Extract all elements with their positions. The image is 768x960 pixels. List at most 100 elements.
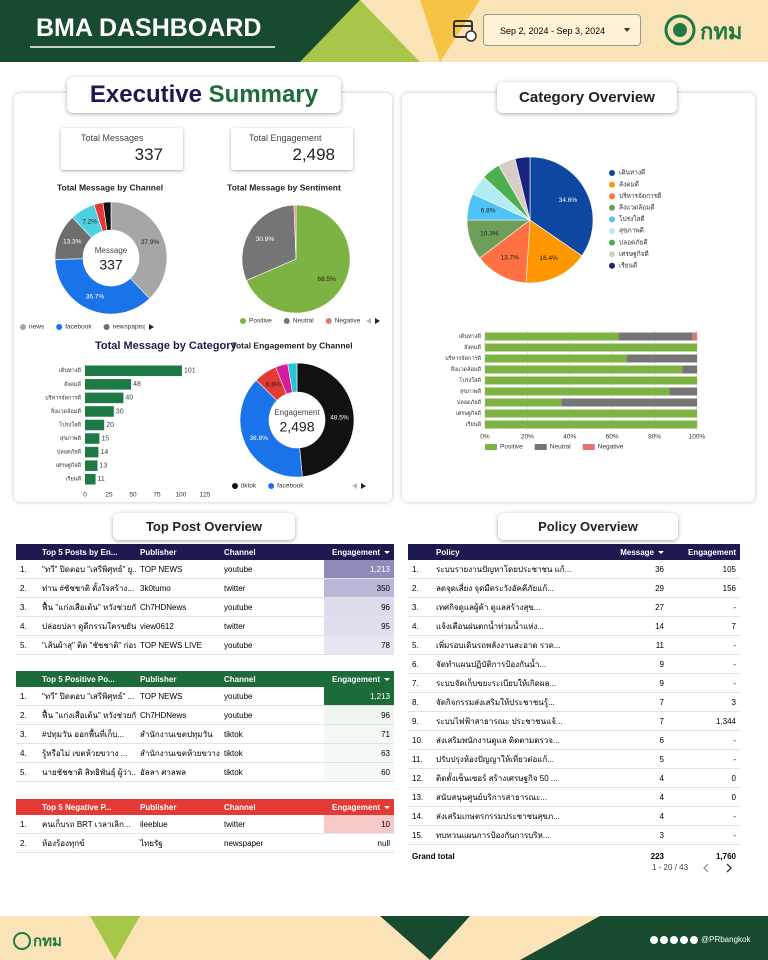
legend-swatch — [534, 444, 547, 450]
table-cell: 1. — [16, 815, 38, 834]
table-cell: TOP NEWS LIVE — [136, 635, 220, 655]
x-tick-label: 25 — [105, 492, 113, 499]
header-cell[interactable]: Engagement — [668, 544, 740, 560]
header-cell[interactable]: Top 5 Posts by En... — [38, 544, 136, 560]
table-row: 5. นายชัชชาติ สิทธิพันธุ์ ผู้ว่า... อัลลา … — [16, 762, 394, 782]
table-cell: TOP NEWS — [136, 560, 220, 579]
header-cell[interactable]: Engagement — [324, 799, 394, 815]
x-tick-label: 60% — [606, 434, 619, 441]
bar — [85, 365, 182, 377]
legend-swatch — [609, 262, 615, 269]
legend-swatch — [609, 193, 615, 200]
table-cell: 10. — [408, 730, 432, 750]
table-cell: ระบบรายงานปัญหาโดยประชาชน แก้... — [432, 560, 582, 579]
legend-swatch — [582, 444, 595, 450]
table-cell: 95 — [324, 616, 394, 636]
table-row: 2. ฟื้น "แก่งเสือเต้น" หวังช่วยกั... Ch7HD… — [16, 705, 394, 725]
table-cell: twitter — [220, 616, 324, 636]
table-cell: 11. — [408, 749, 432, 769]
donut-center-label: Message — [95, 246, 128, 255]
y-tick-label: ปลอดภัยดี — [57, 449, 82, 456]
table-cell: 4 — [582, 806, 668, 826]
table-cell: ส่งเสริมพนักงานดูแล ติดตามตรวจ... — [432, 730, 582, 750]
bar-label: 20 — [106, 422, 114, 429]
chart-title: Total Message by Channel — [57, 182, 163, 192]
table-cell: 3. — [16, 597, 38, 617]
legend-label: บริหารจัดการดี — [619, 192, 661, 200]
table-row: 1. "ทวี" ปิดตอบ "เสรีพิศุทธ์" ... TOP NEWS… — [16, 687, 394, 706]
legend-label: facebook — [65, 324, 92, 331]
header-cell[interactable]: Engagement — [324, 671, 394, 687]
legend-swatch — [609, 204, 615, 211]
table-cell: 0 — [668, 768, 740, 788]
header-cell[interactable]: Engagement — [324, 544, 394, 560]
table-cell: ห้องร้องทุกข์ — [38, 833, 136, 853]
header-label: Top 5 Negative P... — [42, 802, 112, 812]
table-cell: - — [668, 654, 740, 674]
slice-label: 34.6% — [559, 197, 578, 204]
table-cell: - — [668, 635, 740, 655]
slice-label: 36.7% — [86, 294, 105, 301]
header-cell[interactable]: Policy — [432, 544, 582, 560]
legend-label: สิ่งแวดล้อมดี — [619, 203, 655, 212]
header-cell[interactable]: Publisher — [136, 544, 220, 560]
legend-swatch — [609, 181, 615, 188]
header-cell[interactable]: Top 5 Positive Po... — [38, 671, 136, 687]
y-tick-label: เดินทางดี — [59, 367, 82, 374]
bar-label: 15 — [101, 435, 109, 442]
header-cell[interactable]: Top 5 Negative P... — [38, 799, 136, 815]
slice-label: 68.5% — [317, 276, 336, 283]
bar-segment — [485, 398, 562, 407]
x-tick-label: 80% — [648, 434, 661, 441]
table-cell: 5. — [408, 635, 432, 655]
table-cell: 12. — [408, 768, 432, 788]
table-row: 4.ปล่อยปลา ดูดีกรรมใครขยันแล...view0612t… — [16, 616, 394, 636]
header-label: Engagement — [332, 548, 390, 557]
table-row: 14. ส่งเสริมเกษตรกรรมประชาชนสุขภ... 4- — [408, 806, 740, 826]
table-cell: tiktok — [220, 743, 324, 763]
header-cell[interactable]: Channel — [220, 799, 324, 815]
table-cell: 96 — [324, 597, 394, 617]
table-cell: youtube — [220, 705, 324, 725]
table-row: 1. "ทวี" ปิดตอบ "เสรีพิศุทธ์" ยู... TOP NE… — [16, 560, 394, 579]
table-cell: 9 — [582, 673, 668, 693]
table-cell: tiktok — [220, 724, 324, 744]
slice-label: 30.9% — [256, 236, 275, 243]
header-cell[interactable]: Channel — [220, 544, 324, 560]
table-row: 1. คนเก็บรถ BRT เวลาเลิก... ileeblue twitte… — [16, 815, 394, 834]
header-cell[interactable]: Channel — [220, 671, 324, 687]
table-cell: ระบบจัดเก็บขยะระเบียบให้เกิดผล... — [432, 673, 582, 693]
data-table: Policy Message Engagement 1. ระบบรายงานปัญหา… — [408, 544, 740, 867]
header-cell[interactable]: Publisher — [136, 671, 220, 687]
pagination: 1 - 20 / 43 — [652, 863, 689, 872]
y-tick-label: บริหารจัดการดี — [445, 355, 481, 362]
executive-title: Executive Summary — [67, 77, 341, 113]
bar — [85, 460, 98, 471]
pagination-buttons[interactable] — [700, 862, 740, 874]
header-cell[interactable]: Message — [582, 544, 668, 560]
bar-label: 40 — [125, 395, 133, 402]
y-tick-label: โปร่งใสดี — [59, 420, 81, 428]
legend-label: Neutral — [550, 444, 572, 451]
date-range-picker[interactable]: Sep 2, 2024 - Sep 3, 2024 — [483, 14, 641, 46]
table-cell: 60 — [324, 762, 394, 782]
slice-label: 6.6% — [266, 381, 281, 388]
slice-label: 37.9% — [141, 239, 160, 246]
table-row: 5. เพิ่มรอบเดินรถพลังงานสะอาด รวด... 11- — [408, 635, 740, 655]
legend-label: newspaper — [113, 324, 146, 331]
legend-label: Neutral — [293, 318, 315, 325]
header-label: Engagement — [687, 547, 736, 557]
header-cell[interactable]: Publisher — [136, 799, 220, 815]
table-cell: 4. — [16, 616, 38, 636]
pie-slice — [479, 219, 531, 284]
header-label: Message — [620, 548, 664, 557]
legend-swatch — [103, 324, 110, 330]
table-cell: 3. — [16, 724, 38, 744]
data-table: Top 5 Positive Po... Publisher Channel Enga… — [16, 671, 394, 782]
table-cell: 5. — [16, 762, 38, 782]
bar-segment — [485, 376, 697, 385]
table-cell: 5. — [16, 635, 38, 655]
legend-swatch — [609, 170, 615, 176]
legend-swatch — [240, 318, 246, 324]
header-label: Channel — [224, 802, 256, 812]
